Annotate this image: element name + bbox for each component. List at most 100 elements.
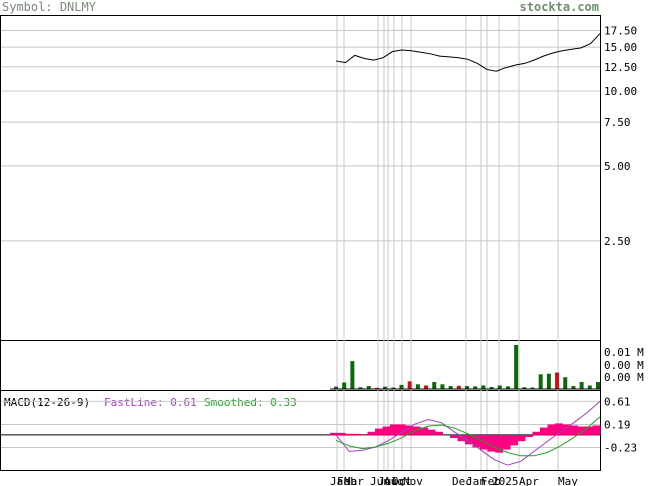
volume-bar	[481, 385, 486, 389]
volume-bar	[399, 384, 404, 389]
volume-bar	[596, 381, 600, 389]
macd-histogram-bar	[450, 434, 458, 439]
macd-histogram-bar	[367, 431, 376, 435]
volume-bar	[555, 372, 560, 389]
volume-bar	[456, 385, 461, 389]
macd-histogram-bar	[592, 425, 601, 435]
price-panel: 17.50 15.00 12.50 10.00 7.50 5.00 2.50	[1, 16, 637, 470]
macd-title: MACD(12-26-9)	[4, 396, 90, 409]
x-tick-label: Jan	[466, 475, 486, 486]
macd-ytick-label: -0.23	[604, 442, 637, 455]
macd-fast-label: FastLine: 0.61	[104, 396, 197, 409]
macd-histogram-bar	[487, 434, 496, 452]
volume-bar	[579, 381, 584, 389]
price-ytick-label: 2.50	[604, 235, 631, 248]
x-tick-label: Apr	[519, 475, 539, 486]
volume-bar	[514, 344, 519, 389]
macd-histogram-bar	[570, 425, 578, 435]
volume-bar	[505, 386, 510, 389]
macd-histogram-bar	[547, 424, 556, 435]
x-tick-label: Feb	[337, 475, 357, 486]
volume-bar	[538, 374, 543, 389]
x-tick-label: Oct	[392, 475, 412, 486]
macd-ytick-label: 0.61	[604, 395, 631, 408]
macd-frame	[0, 390, 601, 471]
macd-histogram-bar	[577, 426, 586, 435]
volume-bar	[530, 387, 535, 389]
macd-histogram-bar	[390, 424, 398, 435]
macd-histogram-bar	[382, 426, 391, 435]
volume-bar	[440, 384, 445, 389]
volume-bar	[587, 385, 592, 389]
brand-link[interactable]: stockta.com	[519, 0, 599, 14]
macd-histogram-bar	[375, 428, 383, 435]
symbol-prefix: Symbol:	[2, 0, 53, 14]
volume-bar	[571, 386, 576, 389]
macd-histogram-bar	[435, 431, 443, 435]
symbol-label: Symbol: DNLMY	[2, 0, 96, 14]
macd-histogram-bar	[495, 434, 503, 453]
volume-bar	[432, 381, 437, 389]
volume-bar	[448, 386, 453, 389]
volume-ytick-label: 0.00 M	[604, 359, 644, 372]
volume-bar	[522, 387, 527, 389]
panel-frames	[0, 15, 601, 471]
macd-histogram-bar	[412, 426, 421, 435]
volume-panel: 0.01 M0.00 M0.00 M	[330, 344, 644, 390]
macd-panel: MACD(12-26-9) FastLine: 0.61 Smoothed: 0…	[1, 395, 637, 466]
x-tick-label: Jun	[370, 475, 390, 486]
macd-histogram-bar	[397, 424, 406, 435]
macd-histogram-bar	[510, 434, 518, 446]
price-ytick-label: 12.50	[604, 61, 637, 74]
volume-bar	[465, 386, 469, 389]
volume-ytick-label: 0.00 M	[604, 371, 644, 384]
macd-histogram-bar	[555, 423, 563, 435]
macd-histogram-bar	[517, 434, 526, 442]
macd-smooth-value: 0.33	[270, 396, 297, 409]
symbol-value: DNLMY	[59, 0, 96, 14]
volume-bar	[489, 386, 494, 389]
macd-histogram-bar	[457, 434, 466, 442]
x-tick-label: Mar	[344, 475, 364, 486]
macd-histogram-bar	[532, 431, 541, 435]
x-tick-label: 2025	[492, 475, 519, 486]
volume-bar	[546, 373, 551, 389]
macd-smooth-line	[335, 416, 601, 457]
x-tick-label: Jul	[378, 475, 398, 486]
volume-ytick-label: 0.01 M	[604, 346, 644, 359]
x-tick-label: May	[558, 475, 578, 486]
x-tick-label: Nov	[403, 475, 423, 486]
x-tick-label: Feb	[481, 475, 501, 486]
macd-histogram-bar	[337, 432, 346, 435]
volume-frame	[0, 340, 601, 391]
macd-histogram-bar	[330, 432, 338, 435]
macd-histogram-bar	[405, 425, 413, 435]
volume-bar	[497, 385, 502, 389]
price-ytick-label: 15.00	[604, 41, 637, 54]
price-ytick-label: 7.50	[604, 116, 631, 129]
volume-bar	[415, 384, 420, 389]
volume-bar	[334, 386, 338, 389]
volume-bar	[374, 387, 379, 389]
price-ytick-label: 10.00	[604, 85, 637, 98]
macd-smooth-label: Smoothed: 0.33	[204, 396, 297, 409]
volume-bar	[563, 377, 568, 389]
price-ytick-label: 5.00	[604, 160, 631, 173]
x-tick-label: Aug	[384, 475, 404, 486]
x-tick-label: Jan	[330, 475, 350, 486]
volume-bar	[473, 386, 478, 389]
macd-histogram-bar	[420, 427, 428, 435]
macd-histogram-bar	[540, 427, 548, 435]
price-line	[335, 33, 601, 72]
macd-ytick-label: 0.19	[604, 418, 631, 431]
price-frame	[0, 15, 601, 341]
macd-fast-line	[335, 400, 601, 466]
macd-fast-value: 0.61	[170, 396, 197, 409]
volume-bar	[424, 385, 429, 389]
macd-histogram-bar	[427, 429, 436, 435]
volume-bar	[391, 387, 396, 389]
macd-histogram-bar	[472, 434, 481, 448]
volume-bar	[383, 386, 388, 389]
